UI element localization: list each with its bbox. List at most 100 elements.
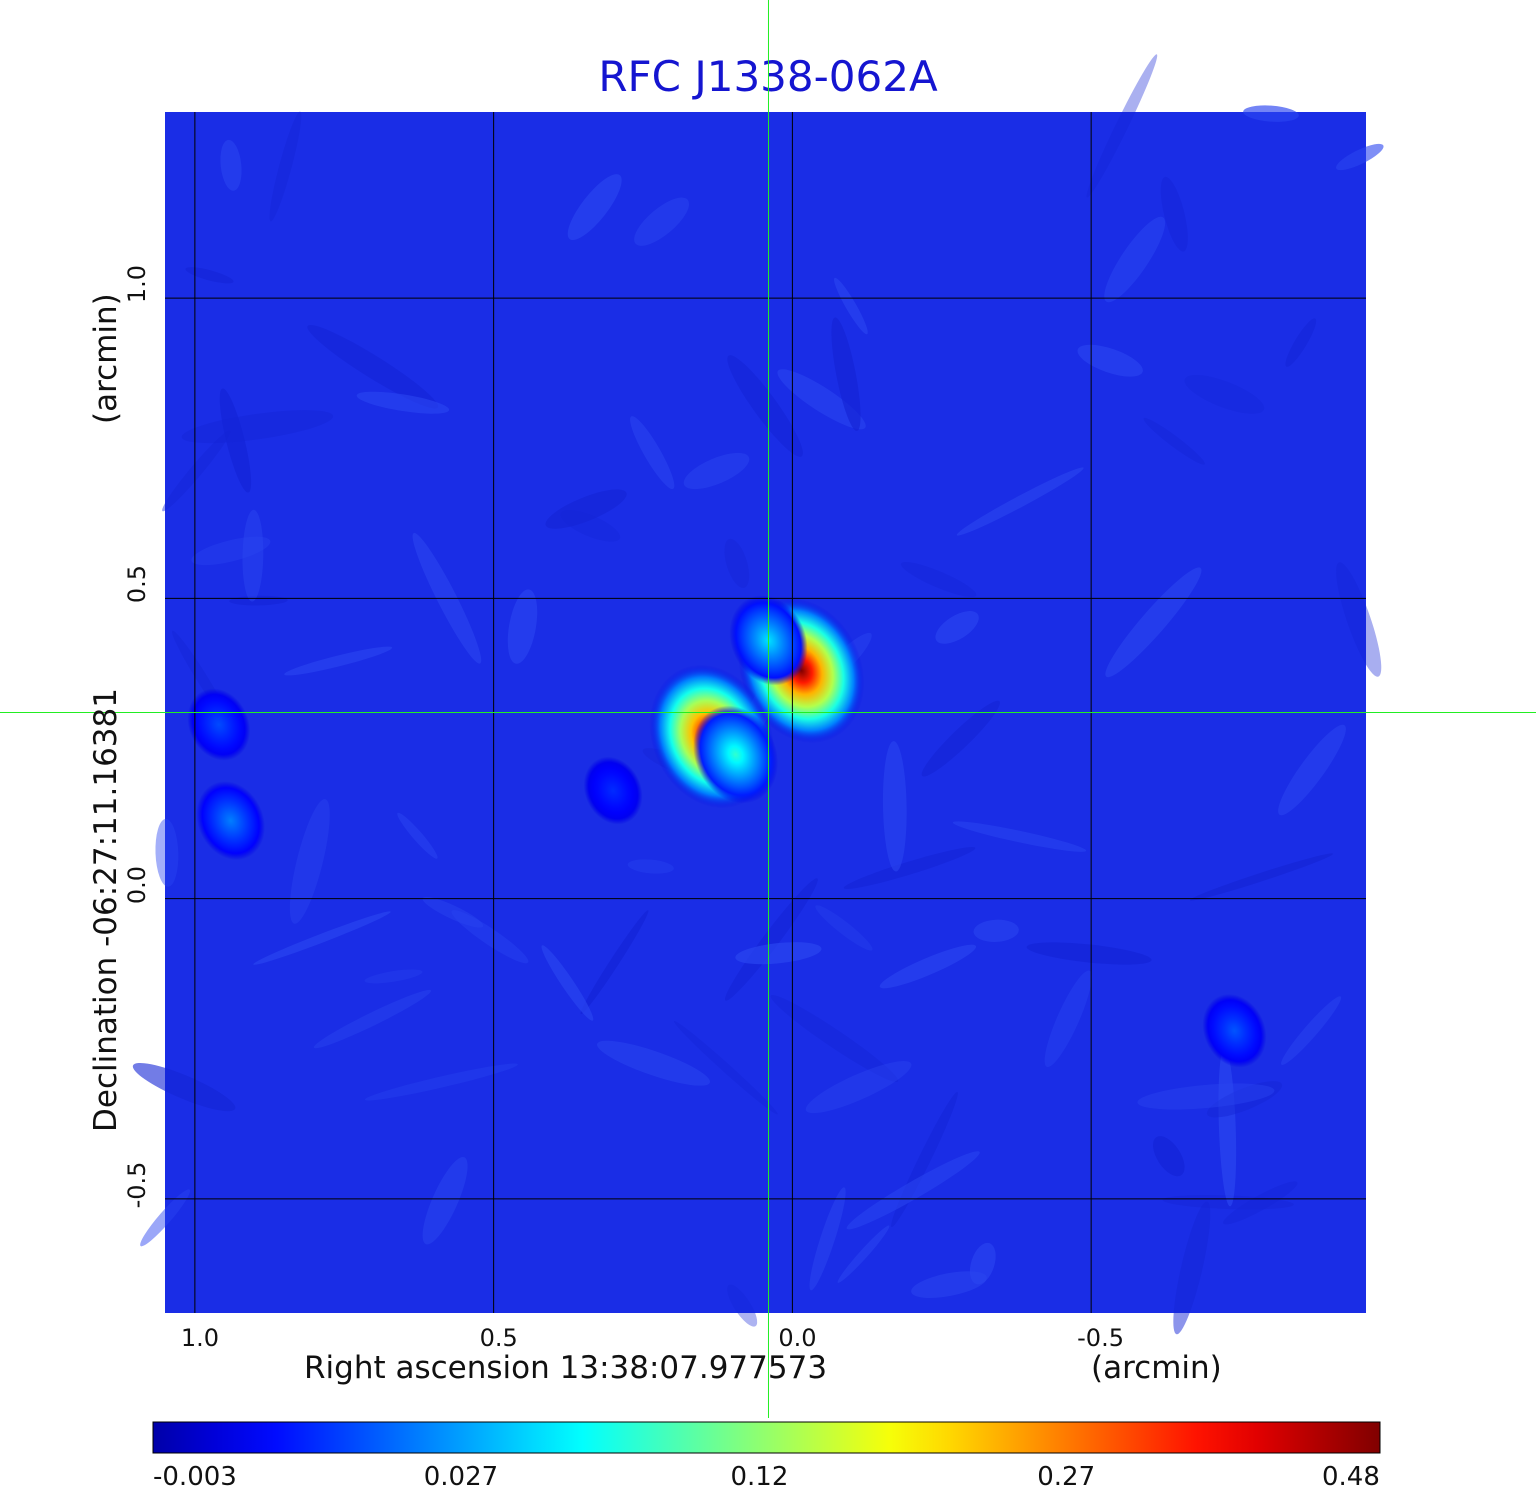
noise-streak (1336, 143, 1384, 171)
noise-streak (1153, 1136, 1185, 1177)
noise-streak (364, 1063, 518, 1101)
x-tick-label: 1.0 (180, 1324, 220, 1352)
noise-streak (567, 174, 622, 241)
noise-streak (220, 139, 242, 191)
noise-streak (630, 416, 675, 490)
noise-streak (683, 452, 750, 490)
noise-streak (1160, 176, 1188, 252)
x-tick-label: -0.5 (1077, 1324, 1124, 1352)
noise-streak (507, 589, 538, 664)
noise-streak (313, 989, 432, 1049)
crosshair (0, 0, 1536, 1418)
noise-streak (911, 1271, 987, 1298)
noise-streak (952, 821, 1087, 852)
noise-streak (673, 1020, 778, 1115)
noise-streak (973, 919, 1019, 942)
y-axis-label: Declination -06:27:11.16381 (88, 688, 124, 1132)
noise-streak (1223, 1181, 1298, 1225)
noise-streak (834, 277, 868, 335)
noise-streak (242, 509, 264, 602)
noise-streak (879, 944, 977, 989)
radio-source (187, 688, 251, 761)
radio-source (583, 756, 643, 825)
noise-streak (1336, 562, 1382, 677)
noise-streak (724, 538, 750, 588)
noise-streak (1077, 344, 1143, 377)
noise-streak (727, 1284, 758, 1327)
noise-streak (1104, 216, 1166, 303)
noise-streak (545, 489, 627, 529)
radio-source (1202, 993, 1267, 1068)
noise-streak (882, 741, 907, 872)
noise-streak (770, 994, 899, 1083)
noise-streak (1285, 318, 1317, 367)
noise-streak (921, 700, 1000, 777)
noise-streak (815, 905, 873, 951)
noise-streak (307, 324, 439, 409)
noise-streak (837, 1225, 890, 1283)
noise-streak (284, 646, 393, 676)
noise-streak (253, 911, 391, 965)
noise-streak (1143, 417, 1205, 465)
noise-streak (843, 846, 976, 890)
noise-streak (422, 1157, 468, 1245)
noise-streak (1218, 1047, 1237, 1207)
noise-streak (1278, 724, 1346, 816)
noise-streak (777, 369, 866, 430)
noise-streak (132, 1062, 236, 1112)
x-tick-label: 0.0 (778, 1324, 817, 1352)
noise-streak (541, 945, 594, 1021)
noise-streak (185, 267, 234, 284)
noise-streak (1281, 996, 1342, 1065)
noise-streak (1184, 375, 1265, 414)
noise-streak (219, 388, 252, 493)
noise-streak (422, 896, 484, 928)
noise-streak (597, 1040, 710, 1086)
noise-streak (1243, 105, 1299, 122)
noise-streak (935, 611, 979, 644)
y-tick-label: 0.0 (123, 865, 151, 904)
noise-streak (1026, 942, 1152, 965)
colorbar-tick-label: 0.12 (730, 1462, 789, 1492)
noise-streak (809, 1187, 846, 1291)
noise-streak (1105, 567, 1202, 678)
x-axis-label: Right ascension 13:38:07.977573 (304, 1350, 828, 1386)
noise-streak (580, 910, 649, 1015)
map-noise-layer (132, 54, 1384, 1335)
noise-streak (724, 878, 818, 1001)
noise-streak (831, 317, 861, 431)
y-tick-label: 1.0 (123, 265, 151, 304)
noise-streak (805, 1061, 912, 1114)
y-axis-unit: (arcmin) (88, 293, 124, 424)
noise-streak (846, 1151, 980, 1230)
noise-streak (364, 969, 423, 984)
x-tick-label: 0.5 (479, 1324, 518, 1352)
noise-streak (1189, 853, 1334, 901)
noise-streak (397, 812, 438, 859)
noise-streak (1206, 1081, 1283, 1118)
noise-streak (560, 510, 621, 542)
noise-streak (1086, 54, 1158, 198)
noise-streak (269, 111, 302, 222)
noise-streak (1173, 1201, 1211, 1335)
colorbar (152, 1421, 1381, 1454)
noise-streak (356, 391, 450, 414)
colorbar-tick-label: 0.48 (1322, 1462, 1380, 1492)
noise-streak (627, 859, 674, 874)
noise-streak (900, 561, 977, 598)
y-tick-label: 0.5 (123, 565, 151, 604)
noise-streak (181, 410, 334, 444)
noise-streak (451, 910, 529, 964)
noise-streak (727, 355, 803, 457)
y-tick-label: -0.5 (123, 1161, 151, 1209)
noise-streak (634, 197, 690, 246)
noise-streak (956, 467, 1084, 536)
x-axis-unit: (arcmin) (1091, 1350, 1222, 1386)
noise-streak (162, 430, 231, 512)
noise-streak (289, 799, 330, 924)
radio-source (693, 705, 779, 804)
colorbar-tick-label: 0.27 (1037, 1462, 1096, 1492)
noise-streak (735, 942, 822, 965)
